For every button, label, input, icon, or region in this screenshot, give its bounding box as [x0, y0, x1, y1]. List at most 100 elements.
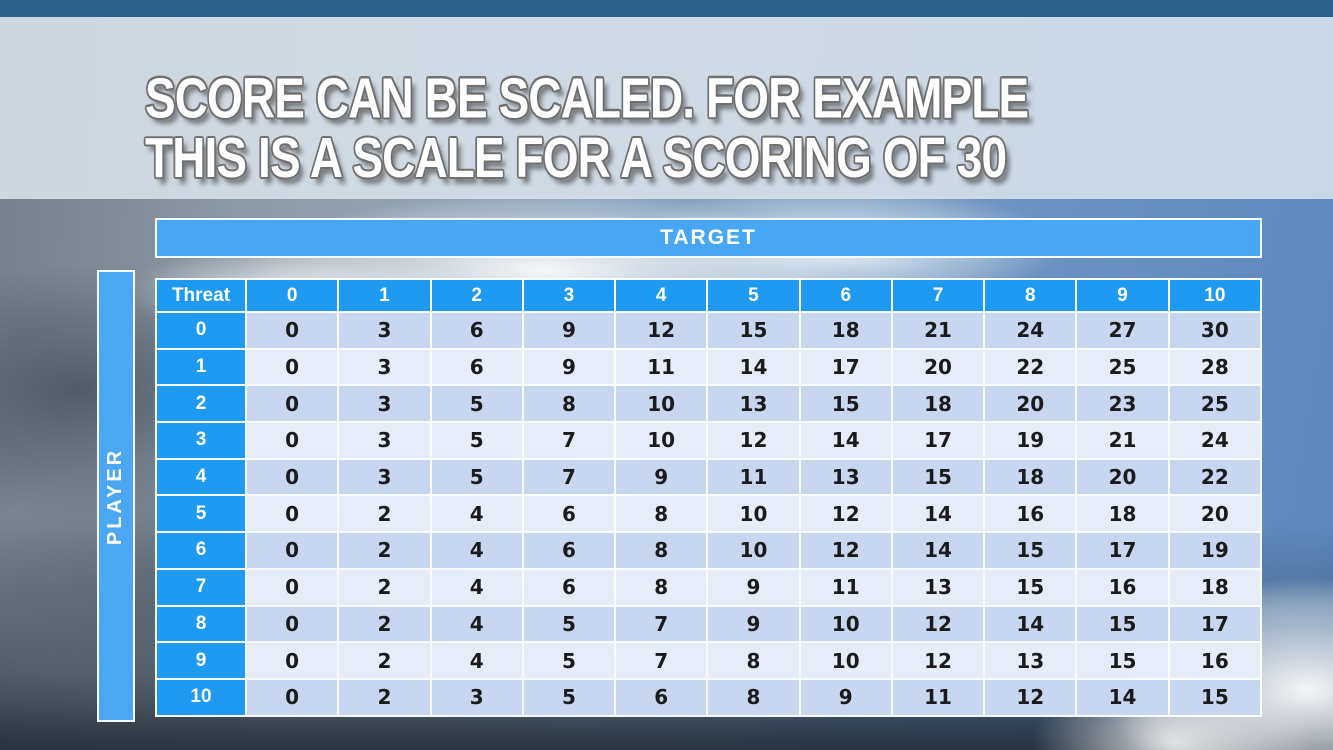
target-header-7: 7: [892, 280, 984, 311]
score-cell: 17: [800, 349, 891, 385]
player-header-9: 9: [157, 643, 245, 678]
score-cell: 18: [985, 459, 1076, 495]
score-cell: 9: [800, 679, 891, 715]
score-cell: 30: [1169, 313, 1260, 348]
score-cell: 18: [800, 313, 891, 348]
score-cell: 11: [708, 459, 799, 495]
score-cell: 12: [708, 423, 799, 458]
score-cell: 2: [339, 496, 430, 532]
player-header-0: 0: [157, 313, 245, 348]
score-cell: 7: [616, 606, 707, 642]
target-header-0: 0: [247, 280, 338, 311]
score-cell: 8: [616, 533, 707, 568]
score-cell: 7: [523, 423, 615, 458]
score-cell: 4: [431, 496, 522, 532]
score-cell: 9: [708, 569, 799, 605]
player-header-1: 1: [157, 349, 245, 385]
score-cell: 19: [1169, 533, 1260, 568]
score-cell: 25: [1169, 386, 1260, 422]
corner-cell-threat: Threat: [157, 280, 245, 311]
score-cell: 12: [800, 496, 891, 532]
score-cell: 14: [892, 496, 984, 532]
score-cell: 10: [708, 496, 799, 532]
score-cell: 6: [431, 313, 522, 348]
score-cell: 22: [985, 349, 1076, 385]
table-row: 7 0 2 4 6 8 9 11 13 15 16 18: [157, 569, 1260, 605]
score-cell: 15: [708, 313, 799, 348]
score-cell: 3: [431, 679, 522, 715]
target-header-2: 2: [431, 280, 522, 311]
score-cell: 0: [247, 533, 338, 568]
score-cell: 22: [1169, 459, 1260, 495]
score-cell: 5: [523, 679, 615, 715]
target-header-3: 3: [523, 280, 615, 311]
score-cell: 12: [892, 643, 984, 678]
player-header-4: 4: [157, 459, 245, 495]
score-cell: 2: [339, 643, 430, 678]
score-cell: 10: [708, 533, 799, 568]
score-cell: 2: [339, 606, 430, 642]
score-cell: 6: [616, 679, 707, 715]
score-cell: 3: [339, 459, 430, 495]
target-header-4: 4: [616, 280, 707, 311]
score-cell: 15: [985, 569, 1076, 605]
score-cell: 9: [616, 459, 707, 495]
score-cell: 14: [985, 606, 1076, 642]
score-table-header: Threat 0 1 2 3 4 5 6 7 8 9 10: [157, 280, 1260, 311]
score-cell: 14: [800, 423, 891, 458]
score-cell: 8: [708, 679, 799, 715]
score-cell: 2: [339, 533, 430, 568]
table-row: 9 0 2 4 5 7 8 10 12 13 15 16: [157, 643, 1260, 678]
score-cell: 4: [431, 606, 522, 642]
score-cell: 0: [247, 679, 338, 715]
table-row: 4 0 3 5 7 9 11 13 15 18 20 22: [157, 459, 1260, 495]
table-row: 0 0 3 6 9 12 15 18 21 24 27 30: [157, 313, 1260, 348]
player-header-6: 6: [157, 533, 245, 568]
score-cell: 4: [431, 569, 522, 605]
target-header-6: 6: [800, 280, 891, 311]
header-row: Threat 0 1 2 3 4 5 6 7 8 9 10: [157, 280, 1260, 311]
score-cell: 5: [431, 386, 522, 422]
score-cell: 8: [708, 643, 799, 678]
score-cell: 9: [523, 313, 615, 348]
score-cell: 8: [616, 496, 707, 532]
score-cell: 0: [247, 606, 338, 642]
title-line-1: SCORE CAN BE SCALED. FOR EXAMPLE: [145, 66, 1029, 130]
score-cell: 23: [1077, 386, 1168, 422]
score-cell: 3: [339, 423, 430, 458]
score-cell: 13: [708, 386, 799, 422]
score-cell: 8: [616, 569, 707, 605]
table-row: 2 0 3 5 8 10 13 15 18 20 23 25: [157, 386, 1260, 422]
title-line-2: THIS IS A SCALE FOR A SCORING OF 30: [145, 126, 1007, 190]
score-cell: 18: [1077, 496, 1168, 532]
score-cell: 5: [523, 606, 615, 642]
score-cell: 3: [339, 313, 430, 348]
top-strip: [0, 0, 1333, 17]
score-cell: 5: [523, 643, 615, 678]
target-header-5: 5: [708, 280, 799, 311]
score-cell: 20: [1077, 459, 1168, 495]
player-axis-bar: PLAYER: [97, 270, 135, 722]
score-cell: 12: [985, 679, 1076, 715]
slide-title: SCORE CAN BE SCALED. FOR EXAMPLE THIS IS…: [145, 66, 1029, 190]
score-cell: 3: [339, 349, 430, 385]
player-header-5: 5: [157, 496, 245, 532]
score-cell: 12: [892, 606, 984, 642]
score-cell: 15: [800, 386, 891, 422]
table-row: 10 0 2 3 5 6 8 9 11 12 14 15: [157, 679, 1260, 715]
score-cell: 6: [523, 533, 615, 568]
target-header-1: 1: [339, 280, 430, 311]
score-cell: 6: [431, 349, 522, 385]
score-cell: 8: [523, 386, 615, 422]
target-header-8: 8: [985, 280, 1076, 311]
score-cell: 17: [892, 423, 984, 458]
score-cell: 19: [985, 423, 1076, 458]
score-cell: 5: [431, 423, 522, 458]
table-row: 3 0 3 5 7 10 12 14 17 19 21 24: [157, 423, 1260, 458]
score-cell: 0: [247, 349, 338, 385]
score-cell: 13: [892, 569, 984, 605]
score-cell: 21: [1077, 423, 1168, 458]
target-axis-label: TARGET: [155, 218, 1262, 258]
score-cell: 14: [708, 349, 799, 385]
score-cell: 15: [1077, 606, 1168, 642]
